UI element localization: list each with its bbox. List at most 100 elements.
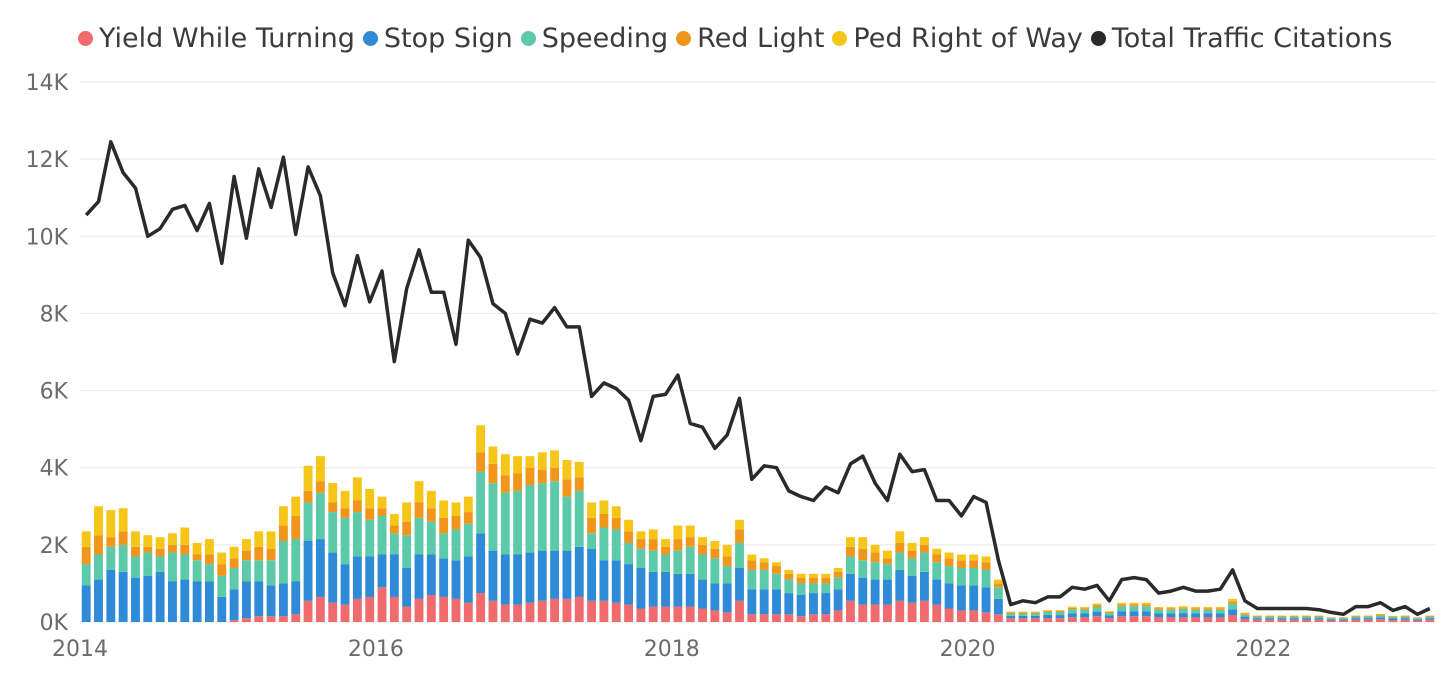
bar-ped-right-of-way [315,456,325,482]
bar-stop-sign [229,589,239,621]
bar-yield-while-turning [1302,619,1312,622]
bar-stop-sign [303,541,313,601]
bar-red-light [882,558,892,565]
legend-label-yield: Yield While Turning [99,22,355,54]
bar-ped-right-of-way [1240,612,1250,614]
legend-item-yield[interactable]: Yield While Turning [78,23,355,54]
bar-ped-right-of-way [1129,602,1139,605]
bar-red-light [143,546,153,553]
bar-stop-sign [1117,611,1127,617]
bar-ped-right-of-way [291,496,301,516]
bar-speeding [476,471,486,534]
bar-red-light [833,571,843,578]
bar-speeding [500,492,510,555]
bar-speeding [266,560,276,586]
bar-red-light [969,560,979,568]
bar-yield-while-turning [944,608,954,622]
y-tick-label: 6K [40,380,69,405]
bar-speeding [168,552,177,582]
bar-red-light [747,560,757,570]
bar-speeding [1252,616,1262,619]
bar-yield-while-turning [525,602,535,622]
bar-speeding [858,560,868,578]
bar-yield-while-turning [759,614,769,622]
bar-red-light [525,467,535,486]
bar-yield-while-turning [624,604,634,622]
bar-ped-right-of-way [1067,606,1077,608]
bar-ped-right-of-way [1178,606,1188,608]
bar-ped-right-of-way [661,539,670,547]
bar-speeding [611,529,621,561]
bar-yield-while-turning [291,614,301,622]
bar-stop-sign [846,573,855,601]
bar-speeding [1302,616,1312,619]
bar-red-light [1252,615,1262,617]
legend-item-ped[interactable]: Ped Right of Way [832,23,1083,54]
bar-red-light [1067,607,1077,610]
bar-stop-sign [722,583,732,613]
bar-speeding [1117,606,1127,612]
bar-series [81,425,1435,622]
bar-yield-while-turning [574,596,584,622]
legend-item-stop[interactable]: Stop Sign [362,23,513,54]
bar-stop-sign [1302,618,1312,620]
bar-stop-sign [1129,611,1139,617]
bar-stop-sign [858,577,868,605]
y-tick-label: 2K [40,534,69,559]
bar-stop-sign [587,548,597,601]
bar-speeding [796,583,806,595]
legend-item-speeding[interactable]: Speeding [520,23,668,54]
bar-yield-while-turning [846,600,855,622]
bar-speeding [698,554,707,580]
bar-speeding [833,577,843,590]
bar-ped-right-of-way [1043,610,1053,611]
line-total-traffic-citations [84,140,1431,617]
bar-stop-sign [402,568,412,607]
bar-ped-right-of-way [1215,606,1225,609]
bar-speeding [488,483,498,551]
bar-speeding [932,562,942,580]
bar-stop-sign [1400,618,1410,620]
y-tick-label: 0K [40,611,69,636]
bar-ped-right-of-way [118,508,128,532]
x-tick-label: 2020 [940,637,996,662]
bar-stop-sign [833,589,843,611]
bar-ped-right-of-way [993,579,1003,584]
bar-red-light [1376,614,1385,616]
bar-red-light [118,531,128,545]
bar-speeding [1388,616,1398,619]
bar-speeding [1425,616,1435,619]
bar-red-light [1043,610,1053,612]
bar-stop-sign [1388,618,1398,621]
bar-ped-right-of-way [1314,615,1324,616]
bar-stop-sign [278,583,288,617]
bar-stop-sign [476,533,486,594]
bar-ped-right-of-way [1413,617,1422,618]
bar-red-light [106,537,116,547]
bar-ped-right-of-way [204,539,214,555]
bar-red-light [611,517,621,530]
bar-speeding [278,541,288,584]
legend-item-total[interactable]: Total Traffic Citations [1090,23,1392,54]
bar-red-light [513,473,523,491]
bar-red-light [278,525,288,541]
bar-speeding [1166,609,1176,614]
bar-speeding [661,554,670,572]
bar-yield-while-turning [537,600,547,622]
bar-red-light [1203,608,1213,610]
bar-speeding [1080,609,1090,614]
legend-item-red-light[interactable]: Red Light [676,23,824,54]
bar-speeding [143,552,153,576]
bar-speeding [451,529,461,561]
bar-stop-sign [759,589,769,615]
bar-speeding [784,579,794,594]
bar-red-light [1178,607,1188,609]
bar-ped-right-of-way [722,544,732,557]
bar-yield-while-turning [1117,616,1127,622]
bar-stop-sign [648,571,658,607]
bar-yield-while-turning [1067,617,1077,622]
bar-red-light [599,514,609,528]
bar-yield-while-turning [895,600,905,622]
bar-ped-right-of-way [1104,611,1114,612]
bar-red-light [192,554,202,561]
